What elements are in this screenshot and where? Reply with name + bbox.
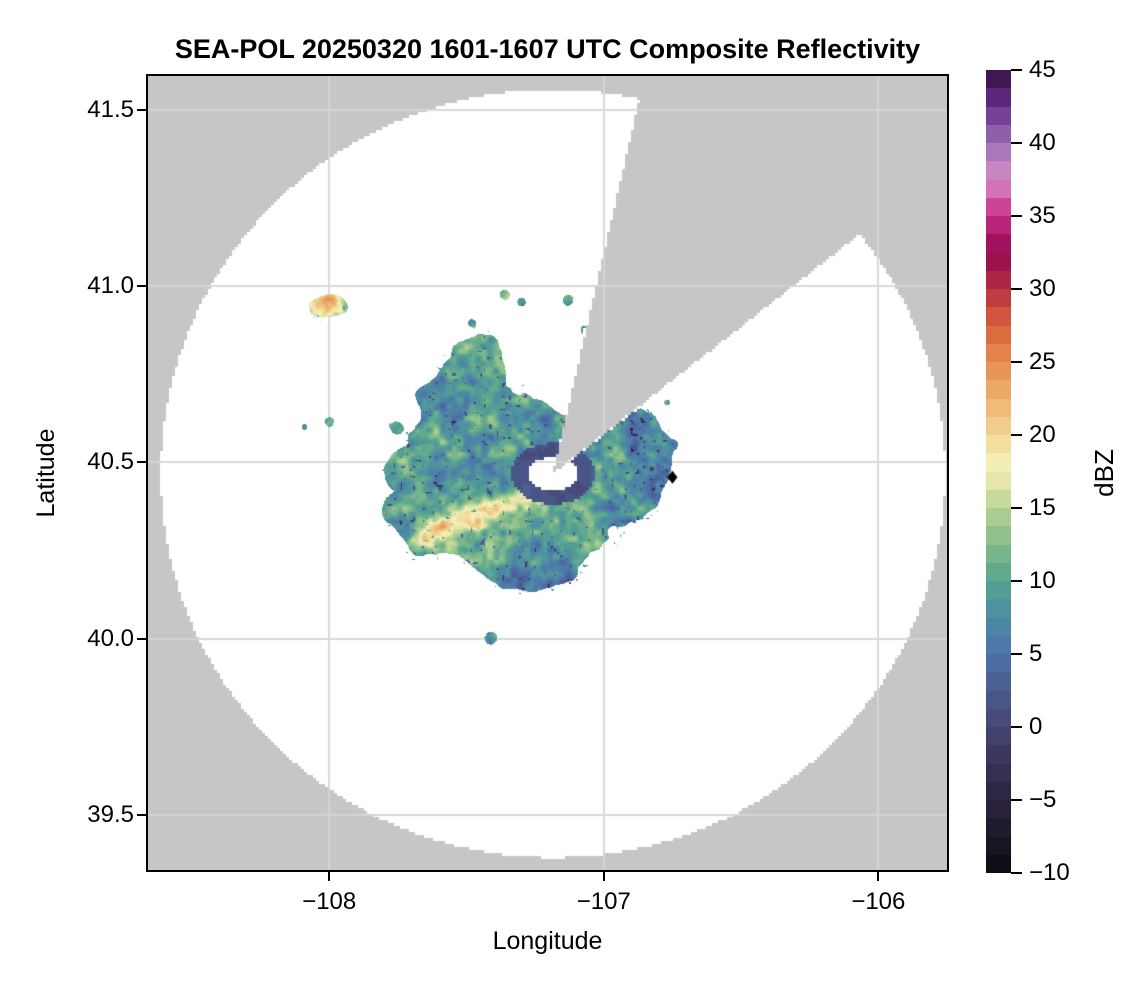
x-tick-label: −107 [576,888,631,915]
colorbar-tick-mark [1011,215,1022,217]
y-tick-label: 40.0 [87,624,134,652]
colorbar-tick-mark [1011,580,1022,582]
colorbar-segment [986,289,1011,307]
colorbar-tick-mark [1011,872,1022,874]
y-tick-label: 41.5 [87,95,134,123]
colorbar-segment [986,253,1011,271]
x-axis-label: Longitude [492,927,603,955]
colorbar-segment [986,271,1011,289]
colorbar-segment [986,234,1011,253]
colorbar-segment [986,125,1011,143]
colorbar-segment [986,618,1011,636]
x-tick-label: −106 [851,888,906,915]
colorbar-segment [986,490,1011,508]
colorbar-segment [986,709,1011,727]
colorbar-segment [986,453,1011,472]
colorbar-tick-label: 25 [1029,348,1056,375]
colorbar-segment [986,599,1011,618]
colorbar-segment [986,143,1011,161]
colorbar-segment [986,581,1011,599]
y-tick-mark [137,284,146,287]
colorbar-segment [986,727,1011,745]
colorbar-segment [986,800,1011,818]
colorbar-segment [986,417,1011,435]
colorbar-segment [986,216,1011,234]
colorbar-segment [986,745,1011,764]
colorbar-segment [986,88,1011,107]
colorbar [986,70,1011,873]
colorbar-segment [986,180,1011,198]
colorbar-segment [986,855,1011,873]
colorbar-segment [986,672,1011,691]
colorbar-tick-label: 45 [1029,56,1056,83]
colorbar-tick-mark [1011,799,1022,801]
colorbar-segment [986,782,1011,800]
y-tick-mark [137,108,146,111]
colorbar-tick-label: 10 [1029,567,1056,594]
colorbar-tick-label: 15 [1029,494,1056,521]
colorbar-segment [986,526,1011,545]
colorbar-segment [986,326,1011,344]
y-tick-mark [137,637,146,640]
colorbar-tick-mark [1011,288,1022,290]
colorbar-segment [986,380,1011,399]
colorbar-tick-mark [1011,434,1022,436]
colorbar-tick-mark [1011,653,1022,655]
y-tick-label: 40.5 [87,448,134,476]
colorbar-segment [986,399,1011,417]
colorbar-segment [986,636,1011,654]
colorbar-segment [986,654,1011,672]
colorbar-segment [986,435,1011,453]
colorbar-tick-label: 35 [1029,202,1056,229]
colorbar-tick-mark [1011,69,1022,71]
colorbar-tick-label: 5 [1029,640,1043,667]
colorbar-segment [986,362,1011,380]
colorbar-tick-label: 30 [1029,275,1056,302]
colorbar-tick-label: 40 [1029,129,1056,156]
colorbar-label: dBZ [1088,449,1119,497]
colorbar-tick-label: −5 [1029,786,1057,813]
colorbar-segment [986,472,1011,490]
colorbar-tick-mark [1011,361,1022,363]
colorbar-tick-mark [1011,507,1022,509]
colorbar-tick-label: −10 [1029,859,1070,886]
colorbar-tick-label: 20 [1029,421,1056,448]
y-tick-label: 41.0 [87,271,134,299]
radar-reflectivity-canvas [148,76,947,870]
colorbar-tick-mark [1011,726,1022,728]
colorbar-segment [986,837,1011,855]
colorbar-segment [986,545,1011,563]
colorbar-segment [986,563,1011,581]
colorbar-segment [986,764,1011,782]
x-tick-mark [602,872,605,881]
colorbar-segment [986,508,1011,526]
colorbar-segment [986,107,1011,125]
colorbar-segment [986,70,1011,88]
colorbar-segment [986,691,1011,709]
y-tick-mark [137,814,146,817]
chart-title: SEA-POL 20250320 1601-1607 UTC Composite… [174,34,921,64]
x-tick-mark [877,872,880,881]
colorbar-segment [986,307,1011,326]
y-tick-mark [137,461,146,464]
colorbar-tick-mark [1011,142,1022,144]
x-tick-label: −108 [302,888,357,915]
x-tick-mark [328,872,331,881]
colorbar-segment [986,344,1011,362]
colorbar-segment [986,818,1011,837]
colorbar-segment [986,198,1011,216]
colorbar-tick-label: 0 [1029,713,1043,740]
colorbar-segment [986,161,1011,180]
y-tick-label: 39.5 [87,801,134,829]
